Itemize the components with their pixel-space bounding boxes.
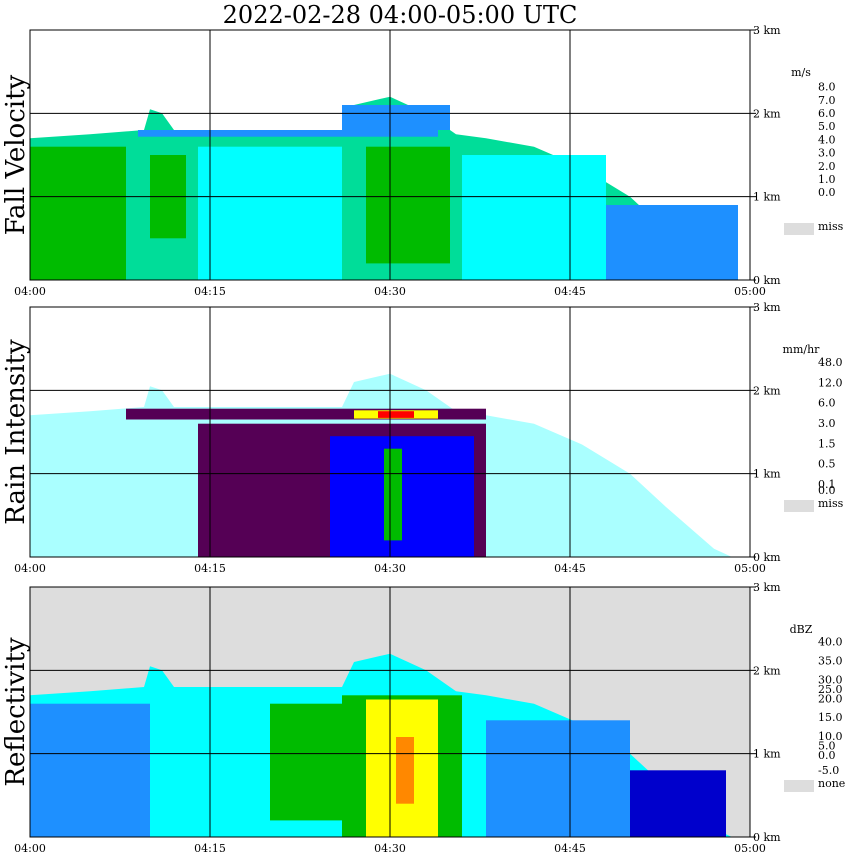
panel-ylabel: Fall Velocity xyxy=(1,74,31,235)
panel-ylabel: Reflectivity xyxy=(1,637,31,786)
x-tick-label: 04:30 xyxy=(374,842,406,855)
x-tick-label: 05:00 xyxy=(734,842,766,855)
x-tick-label: 04:15 xyxy=(194,285,226,298)
legend-label: 40.0 xyxy=(818,636,843,649)
y-tick-label: 2 km xyxy=(753,664,781,677)
legend-label: 1.0 xyxy=(818,173,836,186)
legend-label: 4.0 xyxy=(818,133,836,146)
x-tick-label: 04:45 xyxy=(554,562,586,575)
y-tick-label: 1 km xyxy=(753,191,781,204)
y-tick-label: 2 km xyxy=(753,384,781,397)
legend-label: 1.5 xyxy=(818,437,836,450)
echo-patch-reflectivity xyxy=(630,770,726,837)
x-tick-label: 04:00 xyxy=(14,285,46,298)
x-tick-label: 05:00 xyxy=(734,285,766,298)
x-tick-label: 04:30 xyxy=(374,285,406,298)
x-tick-label: 04:00 xyxy=(14,842,46,855)
legend-label: 3.0 xyxy=(818,417,836,430)
legend-label: 30.0 xyxy=(818,673,843,686)
plot-frame xyxy=(29,586,751,838)
legend-label: -5.0 xyxy=(818,764,839,777)
x-tick-label: 04:00 xyxy=(14,562,46,575)
legend-swatch-missing xyxy=(784,780,814,792)
y-tick-label: 1 km xyxy=(753,748,781,761)
legend-label: 6.0 xyxy=(818,107,836,120)
echo-patch-fall-velocity xyxy=(462,155,606,280)
echo-patch-fall-velocity xyxy=(198,146,342,280)
echo-patch-fall-velocity xyxy=(30,146,126,280)
legend-label: 15.0 xyxy=(818,711,843,724)
legend-label: 0.0 xyxy=(818,749,836,762)
legend-label: 35.0 xyxy=(818,655,843,668)
legend-label: 2.0 xyxy=(818,160,836,173)
echo-patch-fall-velocity xyxy=(138,130,438,137)
legend-label: 10.0 xyxy=(818,730,843,743)
plot-frame xyxy=(29,29,751,281)
legend-label: 20.0 xyxy=(818,692,843,705)
legend-swatch-missing xyxy=(784,223,814,235)
legend-label-missing: miss xyxy=(818,220,844,233)
echo-patch-rain-intensity xyxy=(378,411,414,418)
legend-label: 0.5 xyxy=(818,458,836,471)
echo-patch-rain-intensity xyxy=(126,408,486,420)
legend-label: 0.0 xyxy=(818,484,836,497)
x-tick-label: 04:15 xyxy=(194,842,226,855)
legend-label: 48.0 xyxy=(818,356,843,369)
legend-label: 0.0 xyxy=(818,186,836,199)
y-tick-label: 1 km xyxy=(753,468,781,481)
x-tick-label: 05:00 xyxy=(734,562,766,575)
legend-label: 0.1 xyxy=(818,478,836,491)
echo-patch-reflectivity xyxy=(270,703,354,821)
echo-patch-reflectivity xyxy=(30,703,150,837)
y-tick-label: 3 km xyxy=(753,301,781,314)
y-tick-label: 2 km xyxy=(753,107,781,120)
echo-patch-fall-velocity xyxy=(366,146,450,264)
legend-swatch-missing xyxy=(784,500,814,512)
y-tick-label: 3 km xyxy=(753,24,781,37)
legend-label: 5.0 xyxy=(818,120,836,133)
legend-label: 25.0 xyxy=(818,683,843,696)
y-tick-label: 0 km xyxy=(753,551,781,564)
legend-label-missing: miss xyxy=(818,497,844,510)
echo-patch-rain-intensity xyxy=(384,448,402,541)
plot-frame xyxy=(29,306,751,558)
echo-patch-reflectivity xyxy=(486,720,630,837)
y-tick-label: 0 km xyxy=(753,274,781,287)
echo-patch-reflectivity xyxy=(396,737,414,804)
echo-patch-fall-velocity xyxy=(606,205,738,280)
x-tick-label: 04:45 xyxy=(554,285,586,298)
x-tick-label: 04:30 xyxy=(374,562,406,575)
chart-title: 2022-02-28 04:00-05:00 UTC xyxy=(222,1,578,29)
legend-label: 3.0 xyxy=(818,147,836,160)
legend-label: 6.0 xyxy=(818,397,836,410)
legend-label: 7.0 xyxy=(818,94,836,107)
panel-ylabel: Rain Intensity xyxy=(1,339,31,525)
legend-label: 5.0 xyxy=(818,739,836,752)
legend-unit: m/s xyxy=(791,66,811,79)
legend-label: 8.0 xyxy=(818,81,836,94)
x-tick-label: 04:15 xyxy=(194,562,226,575)
legend-label: 12.0 xyxy=(818,376,843,389)
legend-label-missing: none xyxy=(818,777,845,790)
y-tick-label: 3 km xyxy=(753,581,781,594)
echo-patch-fall-velocity xyxy=(342,105,450,130)
legend-unit: mm/hr xyxy=(783,343,821,356)
y-tick-label: 0 km xyxy=(753,831,781,844)
legend-unit: dBZ xyxy=(790,623,813,636)
x-tick-label: 04:45 xyxy=(554,842,586,855)
